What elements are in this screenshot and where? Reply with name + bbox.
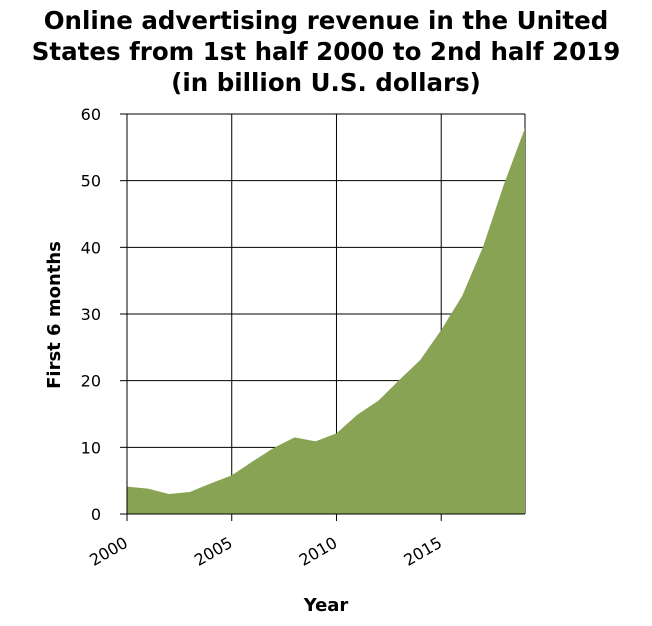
y-tick-label: 0: [91, 505, 101, 524]
x-tick-label: 2015: [400, 533, 445, 570]
y-tick-label: 30: [81, 305, 101, 324]
y-tick-label: 60: [81, 105, 101, 124]
y-tick-labels: 0 10 20 30 40 50 60: [81, 105, 101, 524]
axes: [120, 113, 525, 521]
y-tick-label: 50: [81, 172, 101, 191]
y-tick-label: 20: [81, 372, 101, 391]
x-axis-label: Year: [303, 595, 349, 616]
x-tick-labels: 2000 2005 2010 2015: [86, 533, 445, 570]
chart-title: Online advertising revenue in the United…: [31, 6, 621, 97]
x-tick-label: 2000: [86, 533, 131, 570]
y-axis-label: First 6 months: [44, 241, 65, 389]
y-tick-label: 10: [81, 438, 101, 457]
series-area: [127, 128, 525, 514]
y-tick-label: 40: [81, 238, 101, 257]
x-tick-label: 2010: [296, 533, 341, 570]
x-tick-label: 2005: [191, 533, 236, 570]
